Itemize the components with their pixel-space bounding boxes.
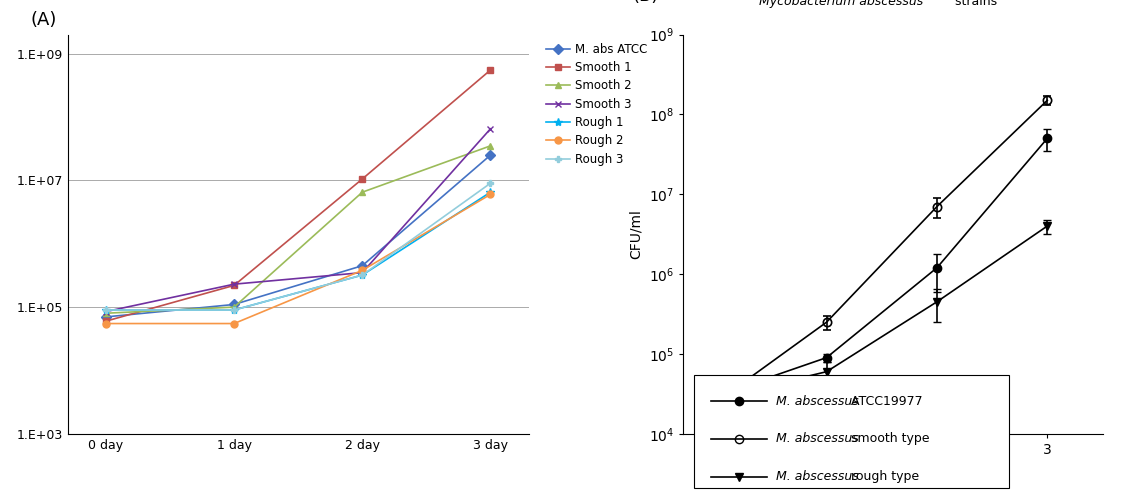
Rough 1 [99, 307, 113, 313]
Smooth 1 [356, 176, 369, 182]
Text: Mycobacterium abscessus: Mycobacterium abscessus [758, 0, 922, 7]
Smooth 2 [484, 143, 497, 149]
Text: M. abscessus: M. abscessus [776, 470, 860, 483]
Smooth 1 [484, 67, 497, 73]
M. abs ATCC [356, 263, 369, 269]
Line: Rough 2: Rough 2 [102, 191, 494, 327]
Rough 2 [99, 320, 113, 326]
Line: Smooth 2: Smooth 2 [102, 142, 494, 317]
Rough 1 [356, 272, 369, 278]
Rough 3 [484, 180, 497, 186]
Line: M. abs ATCC: M. abs ATCC [102, 152, 494, 320]
Y-axis label: CFU/ml: CFU/ml [629, 209, 644, 259]
Smooth 1 [227, 282, 241, 288]
Rough 1 [484, 189, 497, 195]
Text: ATCC19977: ATCC19977 [847, 394, 922, 408]
Text: (B): (B) [632, 0, 659, 4]
Smooth 3 [484, 126, 497, 132]
Text: (A): (A) [30, 10, 57, 29]
Line: Smooth 3: Smooth 3 [102, 125, 494, 315]
Legend: M. abs ATCC, Smooth 1, Smooth 2, Smooth 3, Rough 1, Rough 2, Rough 3: M. abs ATCC, Smooth 1, Smooth 2, Smooth … [544, 40, 649, 168]
Rough 2 [356, 267, 369, 273]
Smooth 3 [356, 270, 369, 276]
Rough 2 [484, 191, 497, 197]
Text: rough type: rough type [847, 470, 919, 483]
Line: Smooth 1: Smooth 1 [102, 67, 494, 324]
Smooth 2 [227, 304, 241, 310]
Smooth 2 [356, 189, 369, 195]
X-axis label: Days: Days [874, 462, 912, 477]
Rough 3 [227, 307, 241, 313]
Text: smooth type: smooth type [847, 432, 929, 446]
Smooth 1 [99, 318, 113, 324]
Smooth 3 [227, 281, 241, 287]
Rough 1 [227, 307, 241, 313]
Rough 3 [356, 272, 369, 278]
Line: Rough 1: Rough 1 [101, 188, 495, 314]
Rough 2 [227, 320, 241, 326]
Line: Rough 3: Rough 3 [102, 180, 494, 314]
Text: M. abscessus: M. abscessus [776, 432, 860, 446]
M. abs ATCC [484, 152, 497, 158]
Smooth 2 [99, 310, 113, 316]
Text: M. abscessus: M. abscessus [776, 394, 860, 408]
M. abs ATCC [227, 302, 241, 308]
Smooth 3 [99, 309, 113, 315]
M. abs ATCC [99, 314, 113, 320]
Rough 3 [99, 307, 113, 313]
Text: strains: strains [952, 0, 998, 7]
